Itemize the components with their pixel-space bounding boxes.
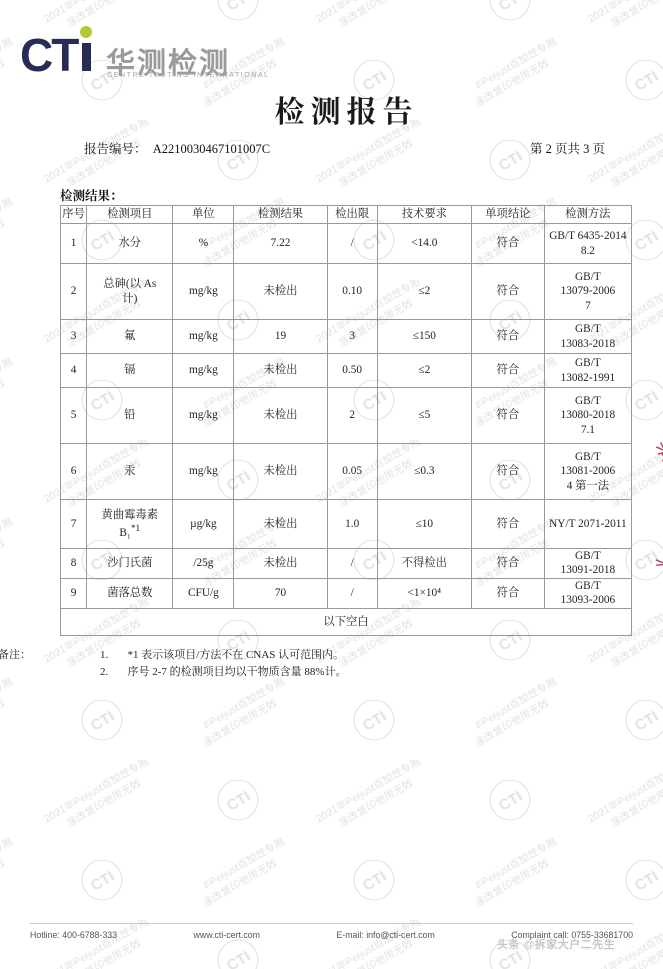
svg-text:CT: CT <box>20 29 79 81</box>
